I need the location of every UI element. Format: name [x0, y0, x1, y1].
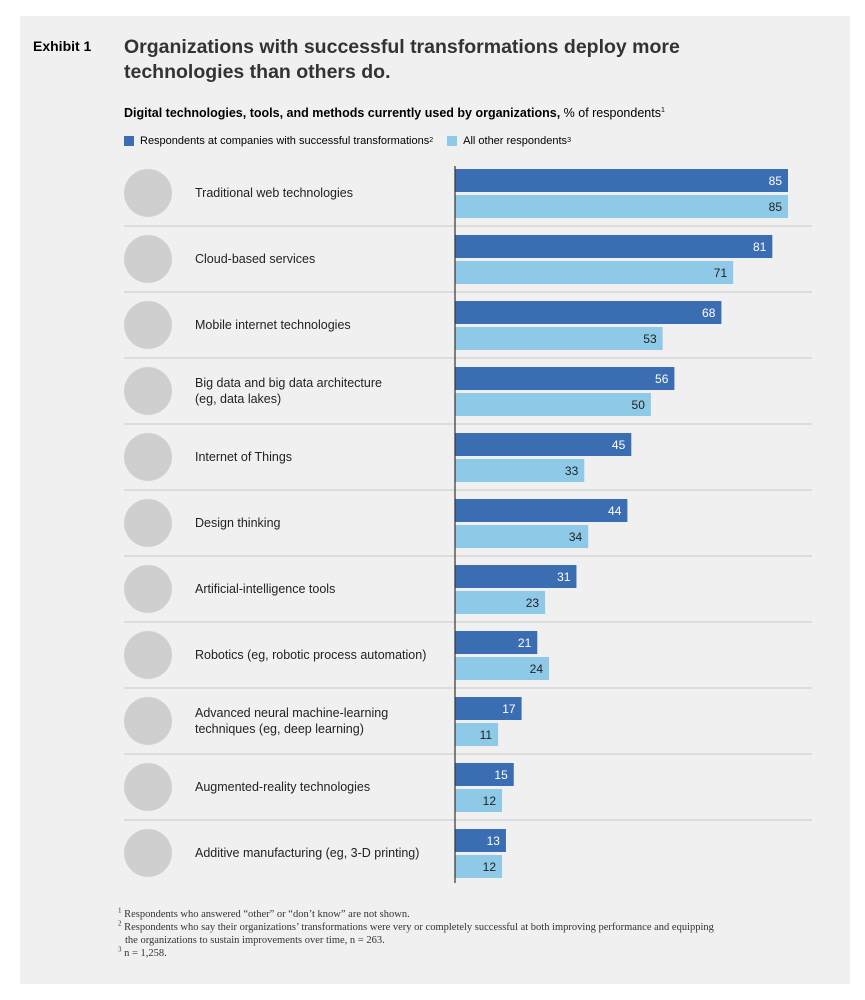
footnotes: 1 Respondents who answered “other” or “d…	[118, 906, 798, 960]
bar-other	[455, 393, 651, 416]
bar-other	[455, 789, 503, 812]
data-label-other: 23	[526, 596, 540, 610]
subtitle-footnote-ref: 1	[660, 106, 665, 114]
brain-icon	[124, 697, 172, 745]
category-label: Advanced neural machine-learning techniqu…	[195, 706, 388, 736]
legend-item-successful: Respondents at companies with successful…	[124, 135, 433, 147]
data-label-other: 50	[632, 398, 646, 412]
bar-successful	[455, 829, 506, 852]
legend-label-other: All other respondents	[463, 135, 568, 147]
legend-swatch-dark	[124, 136, 134, 146]
data-label-successful: 15	[494, 768, 508, 782]
data-label-other: 33	[565, 464, 579, 478]
cube-icon	[124, 763, 172, 811]
page-title: Organizations with successful transforma…	[124, 36, 680, 83]
data-label-successful: 68	[702, 306, 716, 320]
bar-other	[455, 525, 589, 548]
footnote-line: the organizations to sustain improvement…	[125, 935, 385, 946]
bar-successful	[455, 565, 577, 588]
legend-label-successful: Respondents at companies with successful…	[140, 135, 430, 147]
footnote-marker: 2	[118, 919, 122, 928]
category-label: Artificial-intelligence tools	[195, 582, 335, 596]
bar-successful	[455, 433, 632, 456]
category-label: Additive manufacturing (eg, 3-D printing…	[195, 846, 419, 860]
bar-other	[455, 261, 734, 284]
exhibit-label: Exhibit 1	[33, 38, 92, 54]
data-label-other: 71	[714, 266, 728, 280]
category-label: Cloud-based services	[195, 252, 315, 266]
category-label: Augmented-reality technologies	[195, 780, 370, 794]
chart-legend: Respondents at companies with successful…	[124, 135, 585, 147]
data-label-successful: 31	[557, 570, 571, 584]
footnote-line: 1 Respondents who answered “other” or “d…	[118, 906, 410, 920]
data-label-successful: 81	[753, 240, 767, 254]
bar-successful	[455, 367, 675, 390]
bar-successful	[455, 499, 628, 522]
footnote-marker: 3	[118, 945, 122, 954]
head-lightbulb-icon	[124, 499, 172, 547]
data-label-other: 11	[480, 728, 493, 742]
bar-successful	[455, 235, 773, 258]
cloud-icon	[124, 235, 172, 283]
data-label-successful: 13	[487, 834, 501, 848]
legend-item-other: All other respondents 3	[447, 135, 571, 147]
bar-successful	[455, 301, 722, 324]
bar-successful	[455, 169, 788, 192]
bar-other	[455, 195, 788, 218]
data-label-successful: 17	[502, 702, 516, 716]
server-icon	[124, 367, 172, 415]
data-label-successful: 56	[655, 372, 669, 386]
footnote-marker: 1	[118, 906, 122, 915]
bar-other	[455, 459, 585, 482]
footnote-line: 2 Respondents who say their organization…	[118, 919, 714, 933]
lamp-icon	[124, 433, 172, 481]
data-label-successful: 21	[518, 636, 532, 650]
bar-other	[455, 657, 550, 680]
bar-other	[455, 723, 499, 746]
bar-successful	[455, 763, 514, 786]
monitor-icon	[124, 169, 172, 217]
category-label: Traditional web technologies	[195, 186, 353, 200]
data-label-other: 85	[769, 200, 783, 214]
chart-subtitle: Digital technologies, tools, and methods…	[124, 106, 665, 120]
data-label-other: 24	[530, 662, 544, 676]
smartphone-icon	[124, 301, 172, 349]
subtitle-unit: % of respondents	[563, 106, 661, 120]
category-label: Mobile internet technologies	[195, 318, 351, 332]
data-label-other: 34	[569, 530, 583, 544]
category-label: Design thinking	[195, 516, 281, 530]
robot-arm-icon	[124, 631, 172, 679]
bar-other	[455, 327, 663, 350]
category-label: Robotics (eg, robotic process automation…	[195, 648, 426, 662]
subtitle-bold: Digital technologies, tools, and methods…	[124, 106, 561, 120]
data-label-successful: 44	[608, 504, 622, 518]
data-label-other: 53	[643, 332, 657, 346]
bar-other	[455, 591, 546, 614]
data-label-successful: 85	[769, 174, 783, 188]
data-label-other: 12	[483, 794, 497, 808]
category-label: Internet of Things	[195, 450, 292, 464]
data-label-other: 12	[483, 860, 497, 874]
bar-successful	[455, 631, 538, 654]
brain-circuit-icon	[124, 565, 172, 613]
bar-successful	[455, 697, 522, 720]
category-label: Big data and big data architecture (eg, d…	[195, 376, 382, 406]
3d-printer-icon	[124, 829, 172, 877]
footnote-line: 3 n = 1,258.	[118, 945, 167, 959]
data-label-successful: 45	[612, 438, 626, 452]
legend-swatch-light	[447, 136, 458, 146]
bar-other	[455, 855, 503, 878]
